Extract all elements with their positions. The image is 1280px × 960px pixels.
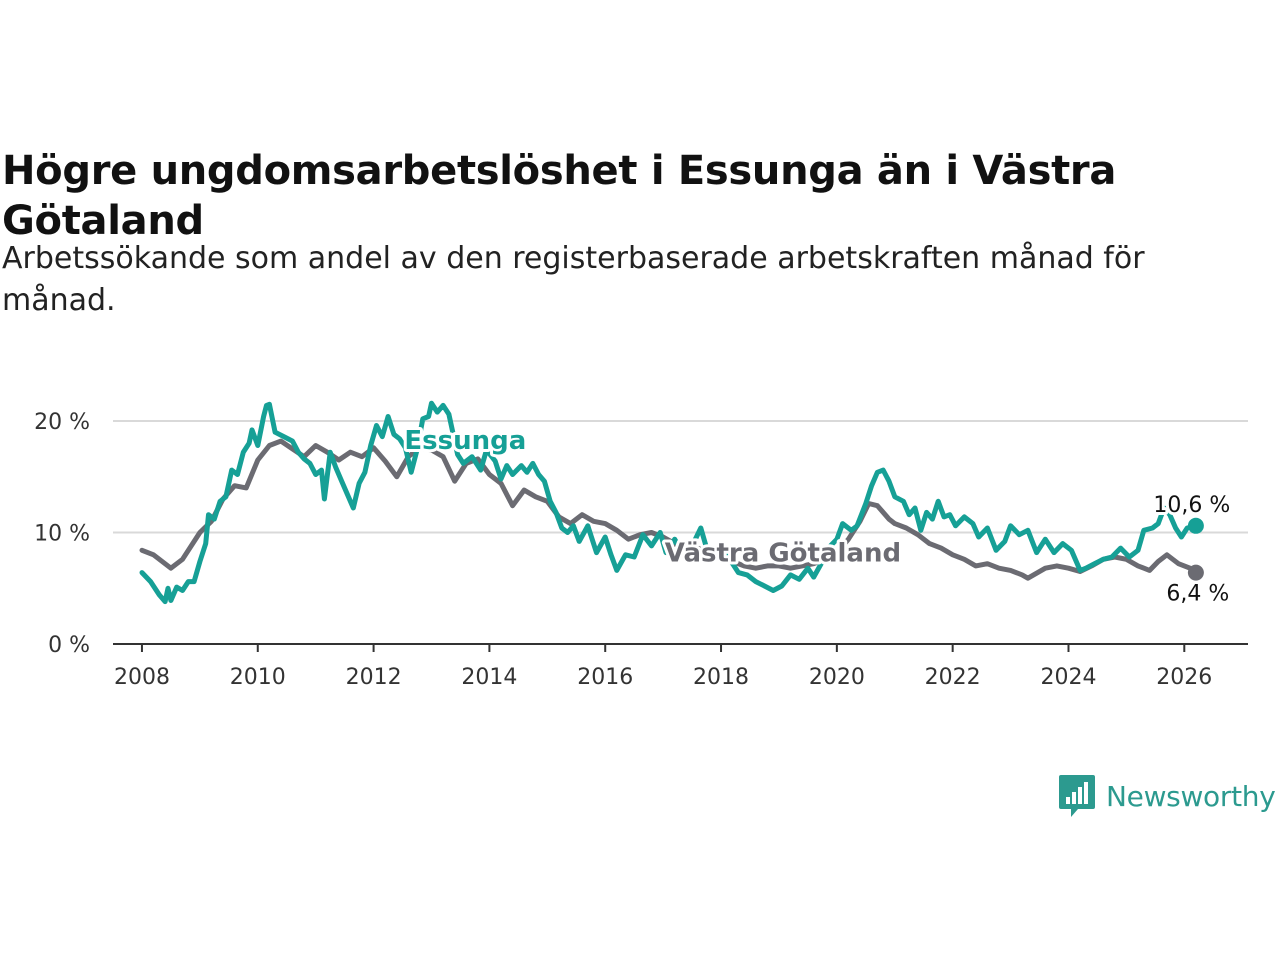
series-label-vastra-gotaland: Västra Götaland	[665, 538, 901, 568]
x-tick-label: 2012	[346, 665, 402, 690]
x-tick-label: 2014	[461, 665, 517, 690]
newsworthy-logo-text: Newsworthy	[1106, 779, 1276, 813]
x-tick-label: 2016	[577, 665, 633, 690]
end-label-vastra-gotaland: 6,4 %	[1166, 582, 1229, 607]
series-line-essunga	[139, 400, 1199, 605]
series-label-vastra-gotaland-halo: Västra Götaland	[665, 538, 901, 568]
end-label-essunga-halo: 10,6 %	[1153, 493, 1230, 518]
series-end-dot-västra-götaland	[1187, 564, 1204, 581]
series-label-essunga-halo: Essunga	[404, 426, 526, 456]
line-chart: 0 % 10 % 20 % 2008 2010 2012 2014 2016 2018 2020 2…	[34, 400, 1248, 690]
newsworthy-logo-icon	[1059, 775, 1095, 817]
x-tick-label: 2024	[1040, 665, 1096, 690]
y-tick-label: 10 %	[34, 522, 90, 547]
end-label-vastra-gotaland-halo: 6,4 %	[1166, 582, 1229, 607]
end-label-essunga: 10,6 %	[1153, 493, 1230, 518]
series-label-essunga: Essunga	[404, 426, 526, 456]
x-tick-label: 2008	[114, 665, 170, 690]
series-end-dot-essunga	[1187, 517, 1204, 534]
y-tick-label: 20 %	[34, 410, 90, 435]
x-tick-label: 2018	[693, 665, 749, 690]
newsworthy-logo[interactable]: Newsworthy	[1058, 772, 1276, 820]
chart-title: Högre ungdomsarbetslöshet i Essunga än i…	[2, 148, 1117, 244]
x-tick-label: 2020	[809, 665, 865, 690]
y-tick-label: 0 %	[48, 633, 90, 658]
x-tick-label: 2010	[230, 665, 286, 690]
line-layer	[139, 400, 1204, 605]
x-tick-label: 2026	[1156, 665, 1212, 690]
x-tick-label: 2022	[925, 665, 981, 690]
axis-layer: 0 % 10 % 20 % 2008 2010 2012 2014 2016 2018 2020 2…	[34, 410, 1248, 690]
grid-layer	[113, 420, 1248, 534]
chart-subtitle: Arbetssökande som andel av den registerb…	[2, 241, 1145, 318]
